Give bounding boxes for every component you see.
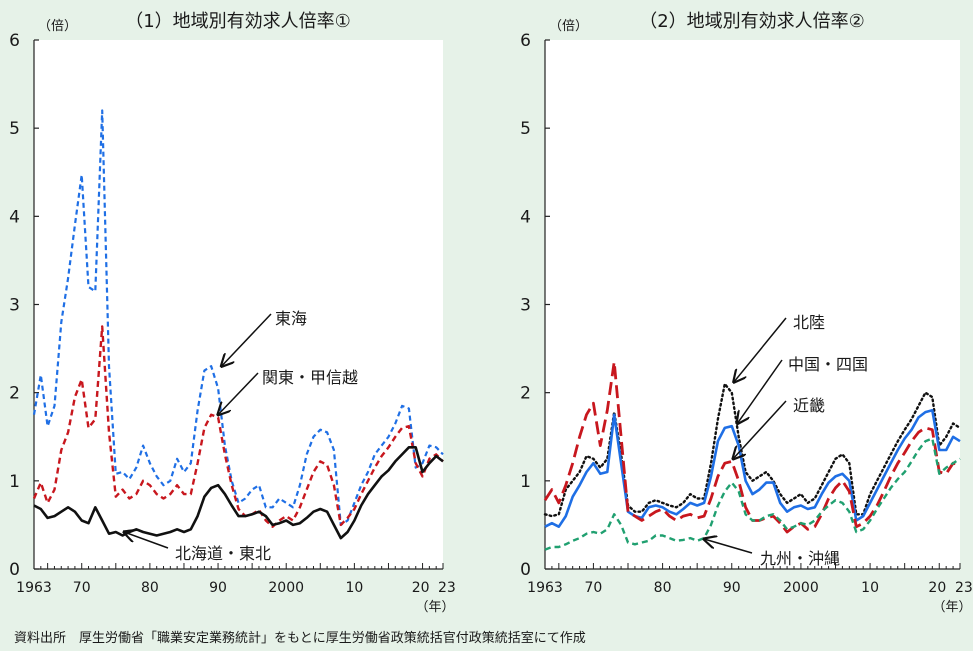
x-tick-label: 23 [955,580,973,596]
y-tick-label: 4 [520,207,531,227]
annotation-label: 近畿 [793,396,825,415]
y-tick-label: 3 [9,296,20,316]
x-tick-label: 70 [73,580,91,596]
series-line-1-1 [32,109,444,526]
x-tick-label: 90 [723,580,741,596]
annotation-label: 東海 [275,309,307,328]
y-tick-label: 0 [9,560,20,580]
annotation-label: 北海道・東北 [175,544,271,563]
x-tick-label: 70 [585,580,603,596]
annotation-label: 関東・甲信越 [262,368,358,387]
x-tick-label: 1963 [527,580,563,596]
x-tick-label: 23 [438,580,456,596]
series-line-2-2 [544,409,961,528]
source-note: 資料出所 厚生労働省「職業安定業務統計」をもとに厚生労働省政策統括官付政策統括室… [14,631,586,646]
chart-title: （1）地域別有効求人倍率① [125,11,351,32]
annotation-arrow [218,372,259,415]
y-unit-label: （倍） [38,19,77,34]
y-tick-label: 2 [9,384,20,404]
y-tick-label: 0 [520,560,531,580]
annotation-arrow [733,400,787,459]
y-tick-label: 5 [9,119,20,139]
y-tick-label: 1 [9,472,20,492]
x-tick-label: 1963 [16,580,52,596]
series-line-1-2 [32,325,444,528]
x-tick-label: 10 [345,580,363,596]
y-tick-label: 1 [520,472,531,492]
annotation-arrow [704,539,753,554]
y-tick-label: 5 [520,119,531,139]
chart-title: （2）地域別有効求人倍率② [639,11,865,32]
annotation-label: 九州・沖縄 [760,549,840,568]
annotation-label: 中国・四国 [788,355,868,374]
y-tick-label: 3 [520,296,531,316]
x-tick-label: 90 [209,580,227,596]
y-tick-label: 6 [9,31,20,51]
x-unit-label: （年） [415,600,454,615]
x-tick-label: 2000 [783,580,819,596]
annotation-arrow [734,317,787,382]
annotation-label: 北陸 [793,313,825,332]
x-tick-label: 20 [412,580,430,596]
y-tick-label: 6 [520,31,531,51]
series-line-2-1 [543,382,962,518]
x-tick-label: 80 [141,580,159,596]
annotation-arrow [124,532,169,549]
annotation-arrow [221,313,272,366]
plot-area [34,40,443,569]
y-tick-label: 4 [9,207,20,227]
x-tick-label: 20 [928,580,946,596]
x-unit-label: （年） [932,600,971,615]
annotation-arrow [737,359,783,424]
x-tick-label: 10 [861,580,879,596]
series-line-1-3 [33,446,444,540]
plot-area [545,40,960,569]
x-tick-label: 80 [654,580,672,596]
series-line-2-4 [544,437,961,551]
y-unit-label: （倍） [549,19,588,34]
y-tick-label: 2 [520,384,531,404]
x-tick-label: 2000 [268,580,304,596]
